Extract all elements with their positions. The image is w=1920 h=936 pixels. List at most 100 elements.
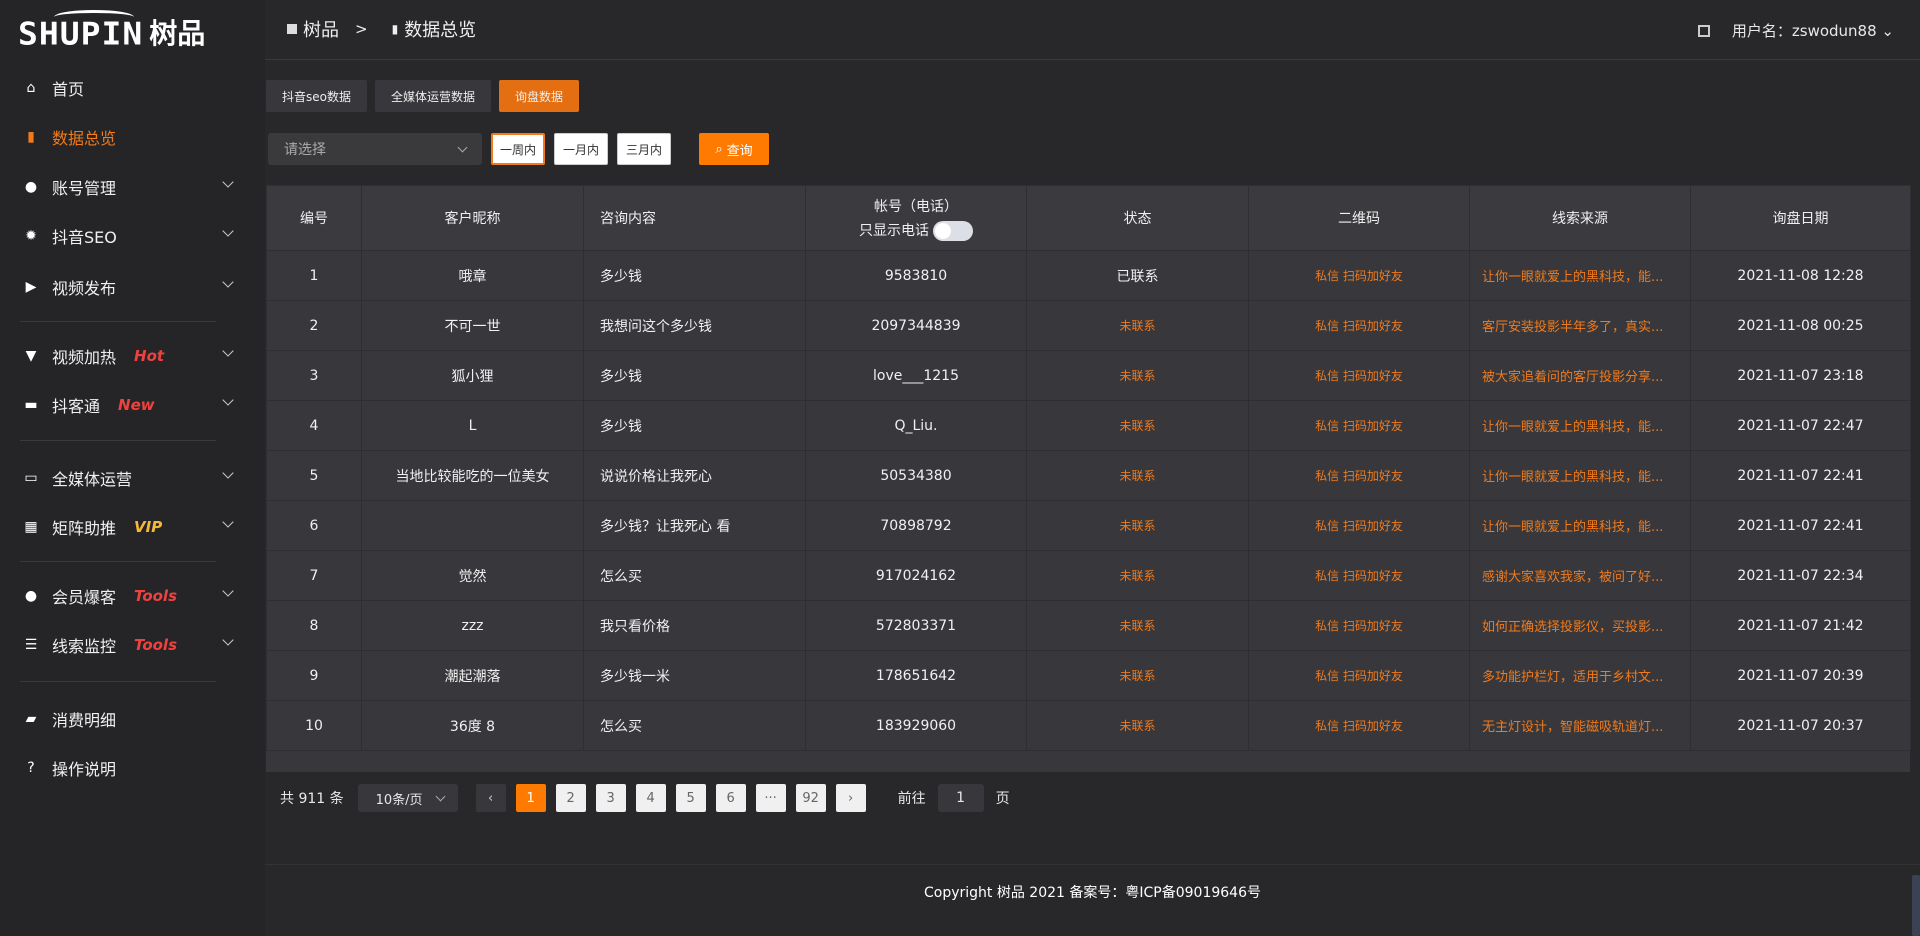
cell-nickname: 哦章 <box>361 250 584 301</box>
cell-status: 未联系 <box>1026 700 1249 751</box>
cell-id: 10 <box>266 700 362 751</box>
range-week-button[interactable]: 一周内 <box>491 133 545 165</box>
cell-account: Q_Liu. <box>805 400 1027 451</box>
cell-account: 2097344839 <box>805 300 1027 351</box>
table-row: 1 哦章 多少钱 9583810 已联系 私信 扫码加好友 让你一眼就爱上的黑科技，能...… <box>266 250 1911 301</box>
cell-nickname: 当地比较能吃的一位美女 <box>361 450 584 501</box>
sidebar-item[interactable]: ▶ 视频发布 <box>22 272 234 302</box>
tab-inquiry[interactable]: 询盘数据 <box>499 80 580 112</box>
sidebar-item[interactable]: ▭ 全媒体运营 <box>22 463 234 493</box>
sidebar-item[interactable]: ▮ 数据总览 <box>22 122 232 152</box>
cell-date: 2021-11-07 22:47 <box>1690 400 1911 451</box>
range-3month-button[interactable]: 三月内 <box>617 133 671 165</box>
cell-qrcode[interactable]: 私信 扫码加好友 <box>1248 550 1470 601</box>
chevron-down-icon <box>222 467 234 479</box>
sidebar-item[interactable]: ☰ 线索监控 Tools <box>22 630 234 660</box>
cell-account: 183929060 <box>805 700 1027 751</box>
sidebar-item[interactable]: ▼ 视频加热 Hot <box>22 341 234 371</box>
page-button[interactable]: 5 <box>675 784 706 812</box>
sidebar-item[interactable]: ● 账号管理 <box>22 172 234 202</box>
cell-source[interactable]: 多功能护栏灯，适用于乡村文... <box>1469 650 1691 701</box>
sidebar-item[interactable]: ⌂ 首页 <box>22 73 232 103</box>
cell-id: 2 <box>266 300 362 351</box>
username: 用户名：zswodun88 <box>1731 22 1877 40</box>
wallet-icon: ▰ <box>25 711 37 727</box>
cell-id: 9 <box>266 650 362 701</box>
tab-all-media[interactable]: 全媒体运营数据 <box>374 80 491 112</box>
cell-qrcode[interactable]: 私信 扫码加好友 <box>1248 600 1470 651</box>
prev-page-button[interactable]: ‹ <box>475 784 506 812</box>
scrollbar[interactable] <box>1912 875 1920 936</box>
query-button[interactable]: ⌕ 查询 <box>699 133 769 165</box>
table-header-row: 编号 客户昵称 咨询内容 帐号（电话） 只显示电话 状态 二维码 线索来源 询盘… <box>266 185 1911 251</box>
sliders-icon: ☰ <box>24 637 38 653</box>
page-size-select[interactable]: 10条/页 <box>357 784 458 812</box>
total-count: 共 911 条 <box>280 791 344 807</box>
cell-qrcode[interactable]: 私信 扫码加好友 <box>1248 250 1470 301</box>
cell-qrcode[interactable]: 私信 扫码加好友 <box>1248 500 1470 551</box>
phone-only-toggle[interactable] <box>933 220 973 241</box>
logo[interactable]: SHUPIN 树品 <box>18 10 205 52</box>
user-menu[interactable]: 用户名：zswodun88 ⌄ <box>1732 20 1894 41</box>
page-button[interactable]: 6 <box>715 784 746 812</box>
cell-date: 2021-11-07 20:39 <box>1690 650 1911 701</box>
goto-page-input[interactable]: 1 <box>937 784 984 812</box>
chevron-down-icon <box>222 225 234 237</box>
sidebar-item[interactable]: ▬ 抖客通 New <box>22 390 234 420</box>
page-size-value: 10条/页 <box>375 792 423 808</box>
table-row: 3 狐小狸 多少钱 love___1215 未联系 私信 扫码加好友 被大家追着问的客厅投影… <box>266 350 1911 401</box>
cell-source[interactable]: 无主灯设计，智能磁吸轨道灯... <box>1469 700 1691 751</box>
cell-source[interactable]: 如何正确选择投影仪，买投影... <box>1469 600 1691 651</box>
cell-date: 2021-11-07 20:37 <box>1690 700 1911 751</box>
cell-nickname: 不可一世 <box>361 300 584 351</box>
sidebar-item[interactable]: ? 操作说明 <box>22 753 232 783</box>
help-icon: ? <box>27 760 35 776</box>
cell-qrcode[interactable]: 私信 扫码加好友 <box>1248 450 1470 501</box>
cell-nickname: zzz <box>361 600 584 651</box>
page-button[interactable]: 92 <box>795 784 826 812</box>
breadcrumb-separator: > <box>355 20 368 38</box>
cell-source[interactable]: 感谢大家喜欢我家，被问了好... <box>1469 550 1691 601</box>
cell-source[interactable]: 客厅安装投影半年多了，真实... <box>1469 300 1691 351</box>
cell-source[interactable]: 被大家追着问的客厅投影分享... <box>1469 350 1691 401</box>
breadcrumb-current: 数据总览 <box>404 20 477 41</box>
sidebar-item[interactable]: ✹ 抖音SEO <box>22 221 234 251</box>
next-page-button[interactable]: › <box>835 784 866 812</box>
sidebar-item[interactable]: ● 会员爆客 Tools <box>22 581 234 611</box>
image-icon <box>287 24 297 34</box>
sidebar-item-label: 线索监控 <box>52 637 117 656</box>
cell-source[interactable]: 让你一眼就爱上的黑科技，能... <box>1469 250 1691 301</box>
col-header-status: 状态 <box>1026 185 1249 251</box>
range-month-button[interactable]: 一月内 <box>554 133 608 165</box>
page-button[interactable]: ··· <box>755 784 786 812</box>
cell-date: 2021-11-08 00:25 <box>1690 300 1911 351</box>
cell-qrcode[interactable]: 私信 扫码加好友 <box>1248 400 1470 451</box>
sidebar-item[interactable]: ▰ 消费明细 <box>22 704 232 734</box>
brush-icon: ▼ <box>25 348 37 364</box>
cell-qrcode[interactable]: 私信 扫码加好友 <box>1248 350 1470 401</box>
bar-chart-icon: ▮ <box>391 22 399 36</box>
fullscreen-icon[interactable] <box>1697 24 1710 37</box>
breadcrumb-home[interactable]: 树品 <box>303 20 339 41</box>
page-button[interactable]: 4 <box>635 784 666 812</box>
cell-source[interactable]: 让你一眼就爱上的黑科技，能... <box>1469 400 1691 451</box>
header: 树品 > ▮ 数据总览 用户名：zswodun88 ⌄ <box>265 0 1920 60</box>
page-button[interactable]: 1 <box>515 784 546 812</box>
cell-qrcode[interactable]: 私信 扫码加好友 <box>1248 300 1470 351</box>
sidebar-divider <box>20 321 216 322</box>
cell-status: 已联系 <box>1026 250 1249 301</box>
page-button[interactable]: 2 <box>555 784 586 812</box>
cell-id: 5 <box>266 450 362 501</box>
cell-status: 未联系 <box>1026 550 1249 601</box>
inquiry-table: 编号 客户昵称 咨询内容 帐号（电话） 只显示电话 状态 二维码 线索来源 询盘… <box>266 185 1911 772</box>
cell-source[interactable]: 让你一眼就爱上的黑科技，能... <box>1469 450 1691 501</box>
page-button[interactable]: 3 <box>595 784 626 812</box>
sidebar-item[interactable]: ▦ 矩阵助推 VIP <box>22 512 234 542</box>
cell-source[interactable]: 让你一眼就爱上的黑科技，能... <box>1469 500 1691 551</box>
sidebar-item-badge: Tools <box>134 587 177 605</box>
cell-qrcode[interactable]: 私信 扫码加好友 <box>1248 700 1470 751</box>
cell-qrcode[interactable]: 私信 扫码加好友 <box>1248 650 1470 701</box>
source-select[interactable]: 请选择 <box>268 133 482 165</box>
tab-douyin-seo[interactable]: 抖音seo数据 <box>266 80 367 112</box>
chevron-down-icon <box>457 142 468 152</box>
